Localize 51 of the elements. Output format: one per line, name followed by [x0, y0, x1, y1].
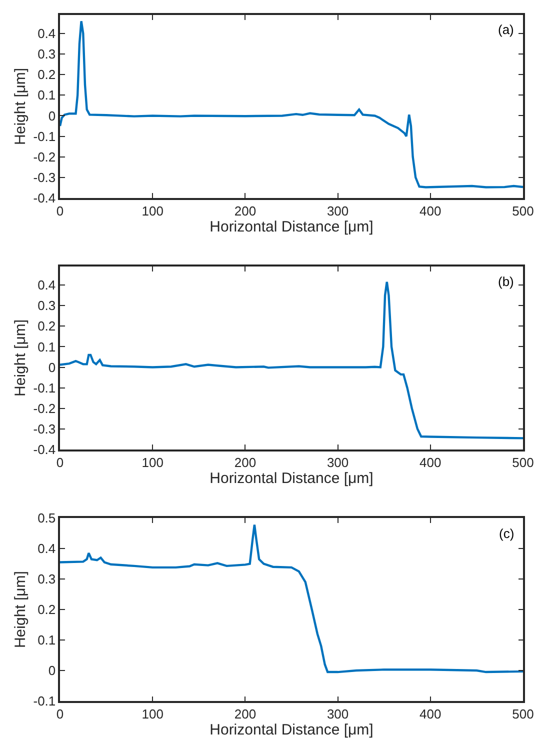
x-tick-label: 100 [142, 203, 164, 218]
y-tick-label: 0 [48, 360, 56, 375]
x-axis-title: Horizontal Distance [μm] [210, 721, 374, 738]
x-tick-label: 300 [326, 706, 349, 722]
x-tick-label: 300 [326, 454, 349, 470]
y-tick-label: 0.3 [38, 46, 56, 62]
y-tick-label: 0 [48, 663, 56, 678]
x-axis-title: Horizontal Distance [μm] [210, 470, 374, 487]
x-tick-label: 100 [142, 454, 164, 470]
y-tick-label: 0.1 [38, 632, 56, 648]
y-tick-label: -0.1 [33, 128, 56, 144]
y-tick-label: 0.3 [38, 572, 56, 587]
line-series [60, 20, 523, 188]
x-tick-label: 500 [512, 454, 534, 470]
y-tick-label: -0.3 [33, 421, 56, 436]
y-tick-label: 0.5 [38, 510, 56, 526]
y-tick-label: 0.4 [38, 541, 56, 556]
x-tick-label: 200 [234, 706, 256, 722]
x-tick-label: 400 [420, 203, 442, 218]
line-series [60, 524, 523, 674]
x-tick-label: 200 [234, 454, 256, 470]
y-tick-label: 0.2 [38, 602, 56, 618]
y-tick-label: 0.3 [38, 298, 56, 314]
annotation: (b) [498, 274, 514, 289]
y-tick-label: -0.2 [33, 400, 56, 416]
y-tick-label: -0.2 [33, 149, 56, 164]
x-tick-label: 100 [142, 706, 164, 722]
y-tick-label: 0.2 [38, 67, 56, 82]
annotation: (a) [498, 22, 514, 37]
y-axis-title: Height [μm] [12, 571, 29, 648]
y-tick-label: 0.1 [38, 339, 56, 354]
y-tick-label: -0.4 [33, 190, 56, 206]
y-tick-label: -0.3 [33, 170, 56, 185]
y-tick-label: 0.4 [38, 26, 56, 42]
y-tick-label: 0 [48, 108, 56, 124]
annotation: (c) [499, 526, 514, 541]
y-tick-label: 0.4 [38, 278, 56, 293]
y-tick-label: -0.1 [33, 380, 56, 396]
y-tick-label: 0.2 [38, 318, 56, 334]
x-tick-label: 300 [326, 203, 349, 218]
y-axis-title: Height [μm] [12, 320, 29, 396]
x-tick-label: 200 [234, 203, 256, 218]
y-tick-label: -0.1 [33, 694, 56, 709]
y-axis-title: Height [μm] [12, 68, 29, 145]
x-axis-title: Horizontal Distance [μm] [210, 218, 374, 236]
x-tick-label: 400 [420, 706, 442, 722]
x-tick-label: 400 [420, 454, 442, 470]
y-tick-label: -0.4 [33, 442, 56, 458]
x-tick-label: 500 [512, 706, 534, 722]
y-tick-label: 0.1 [38, 88, 56, 103]
x-tick-label: 500 [512, 203, 534, 218]
